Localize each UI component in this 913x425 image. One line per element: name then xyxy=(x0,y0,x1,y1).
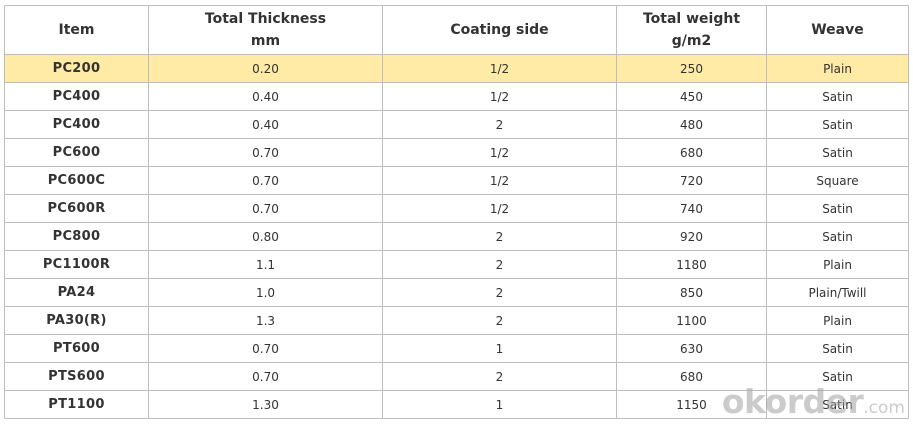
spec-table: Item Total Thickness mm Coating side Tot… xyxy=(4,5,909,419)
table-row: PC600R 0.70 1/2 740 Satin xyxy=(4,194,909,223)
cell-weave: Plain xyxy=(766,250,909,279)
cell-weight: 680 xyxy=(616,362,767,391)
cell-weave: Satin xyxy=(766,194,909,223)
header-item-line1: Item xyxy=(58,22,95,38)
header-row: Item Total Thickness mm Coating side Tot… xyxy=(4,5,909,55)
cell-coating: 1/2 xyxy=(382,82,617,111)
cell-coating: 1/2 xyxy=(382,54,617,83)
table-row: PC600 0.70 1/2 680 Satin xyxy=(4,138,909,167)
table-row: PC600C 0.70 1/2 720 Square xyxy=(4,166,909,195)
table-row: PC800 0.80 2 920 Satin xyxy=(4,222,909,251)
cell-thickness: 1.1 xyxy=(148,250,383,279)
cell-weight: 850 xyxy=(616,278,767,307)
cell-coating: 1 xyxy=(382,334,617,363)
header-weave: Weave xyxy=(766,5,909,55)
cell-item: PTS600 xyxy=(4,362,149,391)
cell-weave: Satin xyxy=(766,82,909,111)
cell-weave: Satin xyxy=(766,334,909,363)
header-coating-line1: Coating side xyxy=(450,22,549,38)
table-row: PA24 1.0 2 850 Plain/Twill xyxy=(4,278,909,307)
cell-weight: 480 xyxy=(616,110,767,139)
cell-coating: 1/2 xyxy=(382,194,617,223)
cell-item: PT600 xyxy=(4,334,149,363)
table-row: PC1100R 1.1 2 1180 Plain xyxy=(4,250,909,279)
cell-thickness: 1.3 xyxy=(148,306,383,335)
cell-weight: 740 xyxy=(616,194,767,223)
cell-weight: 250 xyxy=(616,54,767,83)
table-row: PC200 0.20 1/2 250 Plain xyxy=(4,54,909,83)
cell-item: PA24 xyxy=(4,278,149,307)
table-row: PC400 0.40 2 480 Satin xyxy=(4,110,909,139)
cell-weight: 720 xyxy=(616,166,767,195)
cell-item: PC800 xyxy=(4,222,149,251)
header-weight-line1: Total weight xyxy=(642,11,741,27)
cell-weight: 1100 xyxy=(616,306,767,335)
cell-weight: 680 xyxy=(616,138,767,167)
cell-item: PA30(R) xyxy=(4,306,149,335)
cell-thickness: 0.70 xyxy=(148,166,383,195)
header-thickness: Total Thickness mm xyxy=(148,5,383,55)
cell-thickness: 0.70 xyxy=(148,362,383,391)
cell-item: PC1100R xyxy=(4,250,149,279)
cell-weave: Satin xyxy=(766,390,909,419)
cell-weave: Plain xyxy=(766,306,909,335)
cell-thickness: 0.70 xyxy=(148,334,383,363)
cell-thickness: 0.70 xyxy=(148,138,383,167)
cell-coating: 2 xyxy=(382,222,617,251)
cell-thickness: 0.40 xyxy=(148,82,383,111)
cell-item: PC400 xyxy=(4,110,149,139)
cell-item: PC200 xyxy=(4,54,149,83)
cell-coating: 2 xyxy=(382,110,617,139)
header-weave-line1: Weave xyxy=(811,22,864,38)
header-weight: Total weight g/m2 xyxy=(616,5,767,55)
cell-weight: 1150 xyxy=(616,390,767,419)
cell-weave: Plain/Twill xyxy=(766,278,909,307)
cell-thickness: 1.0 xyxy=(148,278,383,307)
cell-weave: Satin xyxy=(766,138,909,167)
cell-item: PC600 xyxy=(4,138,149,167)
table-row: PC400 0.40 1/2 450 Satin xyxy=(4,82,909,111)
cell-coating: 1/2 xyxy=(382,166,617,195)
cell-thickness: 0.40 xyxy=(148,110,383,139)
cell-thickness: 0.20 xyxy=(148,54,383,83)
cell-coating: 2 xyxy=(382,306,617,335)
header-weight-unit: g/m2 xyxy=(671,33,712,49)
header-thickness-unit: mm xyxy=(250,33,281,49)
cell-coating: 2 xyxy=(382,362,617,391)
table-row: PT1100 1.30 1 1150 Satin xyxy=(4,390,909,419)
table-row: PTS600 0.70 2 680 Satin xyxy=(4,362,909,391)
cell-weight: 450 xyxy=(616,82,767,111)
cell-thickness: 0.70 xyxy=(148,194,383,223)
cell-weave: Satin xyxy=(766,110,909,139)
cell-item: PC400 xyxy=(4,82,149,111)
cell-item: PC600C xyxy=(4,166,149,195)
cell-item: PC600R xyxy=(4,194,149,223)
cell-coating: 1 xyxy=(382,390,617,419)
cell-weave: Square xyxy=(766,166,909,195)
cell-weave: Plain xyxy=(766,54,909,83)
cell-coating: 2 xyxy=(382,278,617,307)
cell-item: PT1100 xyxy=(4,390,149,419)
cell-coating: 1/2 xyxy=(382,138,617,167)
cell-weave: Satin xyxy=(766,362,909,391)
header-coating: Coating side xyxy=(382,5,617,55)
cell-weave: Satin xyxy=(766,222,909,251)
cell-thickness: 0.80 xyxy=(148,222,383,251)
cell-weight: 630 xyxy=(616,334,767,363)
cell-coating: 2 xyxy=(382,250,617,279)
header-item: Item xyxy=(4,5,149,55)
cell-weight: 920 xyxy=(616,222,767,251)
table-row: PA30(R) 1.3 2 1100 Plain xyxy=(4,306,909,335)
cell-weight: 1180 xyxy=(616,250,767,279)
header-thickness-line1: Total Thickness xyxy=(204,11,327,27)
table-row: PT600 0.70 1 630 Satin xyxy=(4,334,909,363)
cell-thickness: 1.30 xyxy=(148,390,383,419)
